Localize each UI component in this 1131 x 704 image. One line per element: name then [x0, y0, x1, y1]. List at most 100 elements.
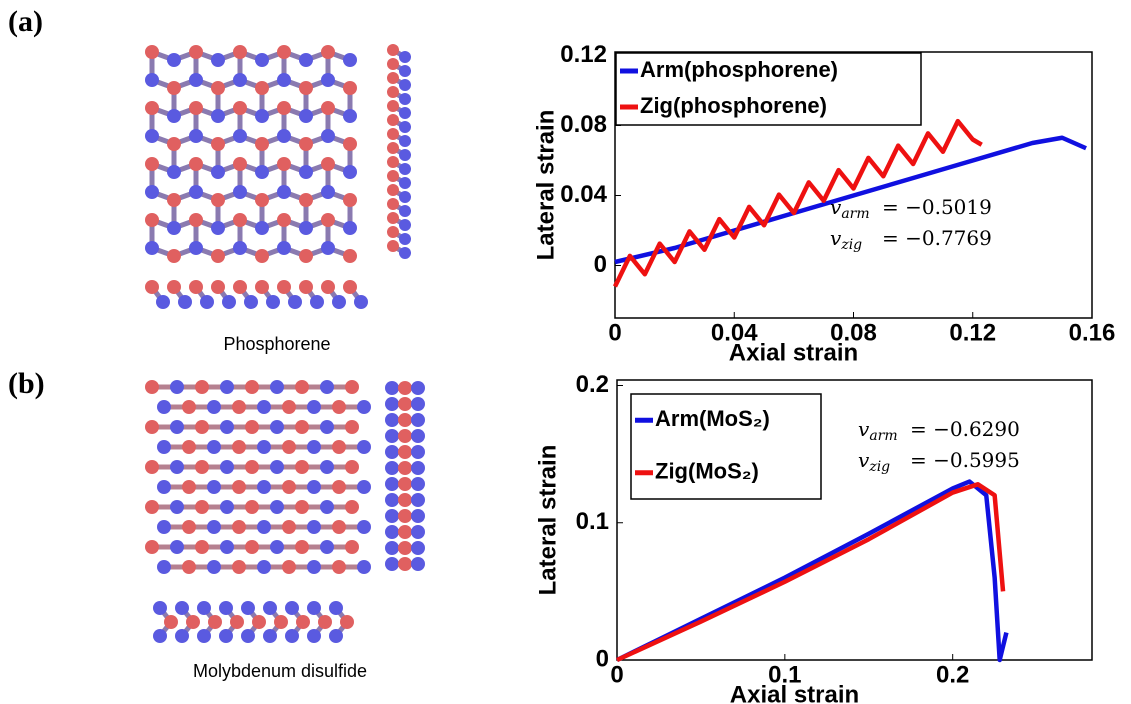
atom [211, 81, 225, 95]
atom [270, 500, 284, 514]
atom [233, 157, 247, 171]
atom [385, 445, 399, 459]
atom [399, 93, 411, 105]
atom [299, 137, 313, 151]
atom [385, 525, 399, 539]
atom [170, 500, 184, 514]
x-tick-label: 0.12 [949, 319, 996, 346]
atom [219, 629, 233, 643]
atom [277, 241, 291, 255]
legend-label: Arm(MoS₂) [655, 406, 770, 431]
y-tick-label: 0.04 [560, 181, 607, 208]
atom [387, 44, 399, 56]
atom [245, 460, 259, 474]
atom [255, 137, 269, 151]
atom [329, 601, 343, 615]
atom [189, 157, 203, 171]
atom [170, 380, 184, 394]
atom [398, 493, 412, 507]
atom [270, 420, 284, 434]
atom [145, 460, 159, 474]
atom [345, 380, 359, 394]
atom [321, 185, 335, 199]
annotation-text: = −0.7769 [882, 226, 992, 250]
atom [211, 280, 225, 294]
y-tick-label: 0.1 [576, 508, 609, 535]
atom [277, 213, 291, 227]
atom [175, 601, 189, 615]
annotation-subscript: zig [868, 459, 890, 475]
atom [232, 520, 246, 534]
atom [387, 114, 399, 126]
atom [387, 142, 399, 154]
atom [295, 380, 309, 394]
series-line [617, 484, 1003, 660]
atom [270, 540, 284, 554]
atom [145, 420, 159, 434]
atom [343, 249, 357, 263]
annotation: varm= −0.5019 [830, 195, 992, 223]
atom [299, 53, 313, 67]
atom [153, 629, 167, 643]
atom [257, 560, 271, 574]
annotation-symbol: v [830, 226, 842, 250]
atom [255, 221, 269, 235]
atom [282, 520, 296, 534]
atom [345, 460, 359, 474]
atom [295, 540, 309, 554]
atom [156, 295, 170, 309]
atom [385, 381, 399, 395]
atom [282, 440, 296, 454]
atom [295, 500, 309, 514]
atom [255, 280, 269, 294]
atom [385, 509, 399, 523]
atom [233, 213, 247, 227]
atom [189, 45, 203, 59]
atom [189, 213, 203, 227]
annotation-subscript: arm [869, 428, 897, 444]
legend-label: Arm(phosphorene) [640, 57, 838, 82]
atom [157, 400, 171, 414]
atom [241, 601, 255, 615]
atom [189, 129, 203, 143]
atom [385, 557, 399, 571]
atom [153, 601, 167, 615]
atom [411, 381, 425, 395]
atom [399, 79, 411, 91]
atom [399, 219, 411, 231]
atom [282, 560, 296, 574]
atom [345, 540, 359, 554]
atom [189, 73, 203, 87]
atom [257, 440, 271, 454]
atom [211, 193, 225, 207]
figure: (a) (b) Phosphorene Molybdenum disulfide… [0, 0, 1131, 704]
atom [299, 81, 313, 95]
atom [182, 560, 196, 574]
atom [343, 193, 357, 207]
atom [357, 400, 371, 414]
atom [299, 249, 313, 263]
atom [167, 137, 181, 151]
atom [145, 280, 159, 294]
atom [387, 198, 399, 210]
annotation-subscript: zig [840, 237, 862, 253]
atom [157, 560, 171, 574]
atom [398, 397, 412, 411]
atom [321, 280, 335, 294]
atom [145, 45, 159, 59]
atom [343, 53, 357, 67]
atom [167, 165, 181, 179]
legend-label: Zig(MoS₂) [655, 459, 759, 484]
atom [318, 615, 332, 629]
atom [411, 397, 425, 411]
atom [299, 221, 313, 235]
atom [398, 557, 412, 571]
atom [195, 540, 209, 554]
atom [398, 381, 412, 395]
caption: Phosphorene [223, 334, 330, 354]
atom [145, 185, 159, 199]
atom [197, 629, 211, 643]
caption: Molybdenum disulfide [193, 661, 367, 681]
atom [398, 413, 412, 427]
atom [387, 156, 399, 168]
